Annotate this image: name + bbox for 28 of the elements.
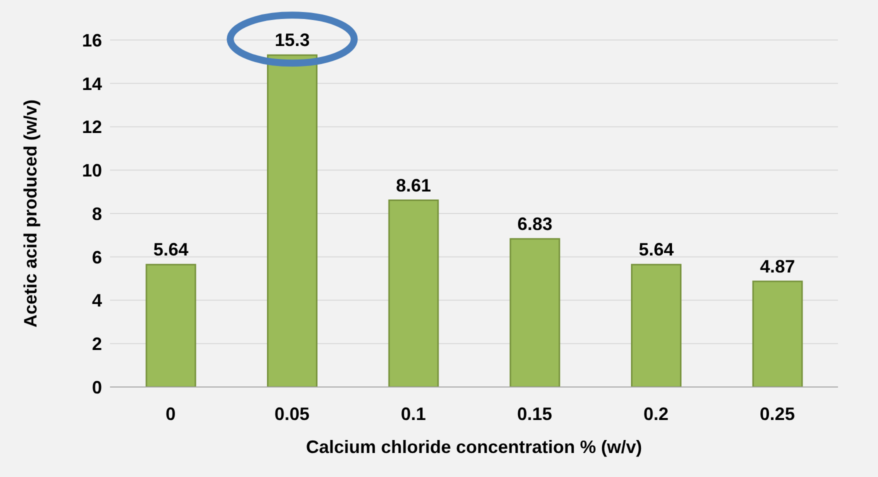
y-tick-label: 14 (82, 74, 102, 94)
y-tick-label: 0 (92, 377, 102, 398)
x-tick-label: 0 (166, 404, 176, 424)
y-tick-label: 12 (82, 117, 102, 138)
x-tick-label: 0.15 (517, 404, 552, 424)
y-tick-label: 2 (92, 334, 102, 354)
y-tick-label: 10 (82, 160, 102, 181)
bar (510, 238, 560, 387)
data-label: 5.64 (638, 240, 674, 260)
data-label: 15.3 (274, 30, 310, 50)
data-label: 5.64 (153, 240, 188, 260)
y-tick-label: 4 (92, 290, 102, 311)
y-tick-label: 8 (92, 204, 102, 224)
x-tick-label: 0.25 (760, 404, 795, 424)
bar (388, 200, 439, 387)
bar (630, 264, 682, 387)
data-label: 4.87 (760, 256, 796, 276)
y-axis-title: Acetic acid produced (w/v) (20, 99, 40, 328)
x-tick-label: 0.1 (400, 404, 426, 424)
y-tick-label: 16 (82, 30, 102, 50)
x-axis-title: Calcium chloride concentration % (w/v) (306, 437, 642, 457)
x-tick-label: 0.2 (643, 404, 669, 424)
y-tick-label: 6 (92, 247, 102, 268)
bar (752, 280, 803, 387)
data-label: 8.61 (396, 175, 432, 196)
data-label: 6.83 (517, 214, 552, 234)
bar (146, 264, 196, 387)
x-tick-label: 0.05 (274, 404, 310, 424)
